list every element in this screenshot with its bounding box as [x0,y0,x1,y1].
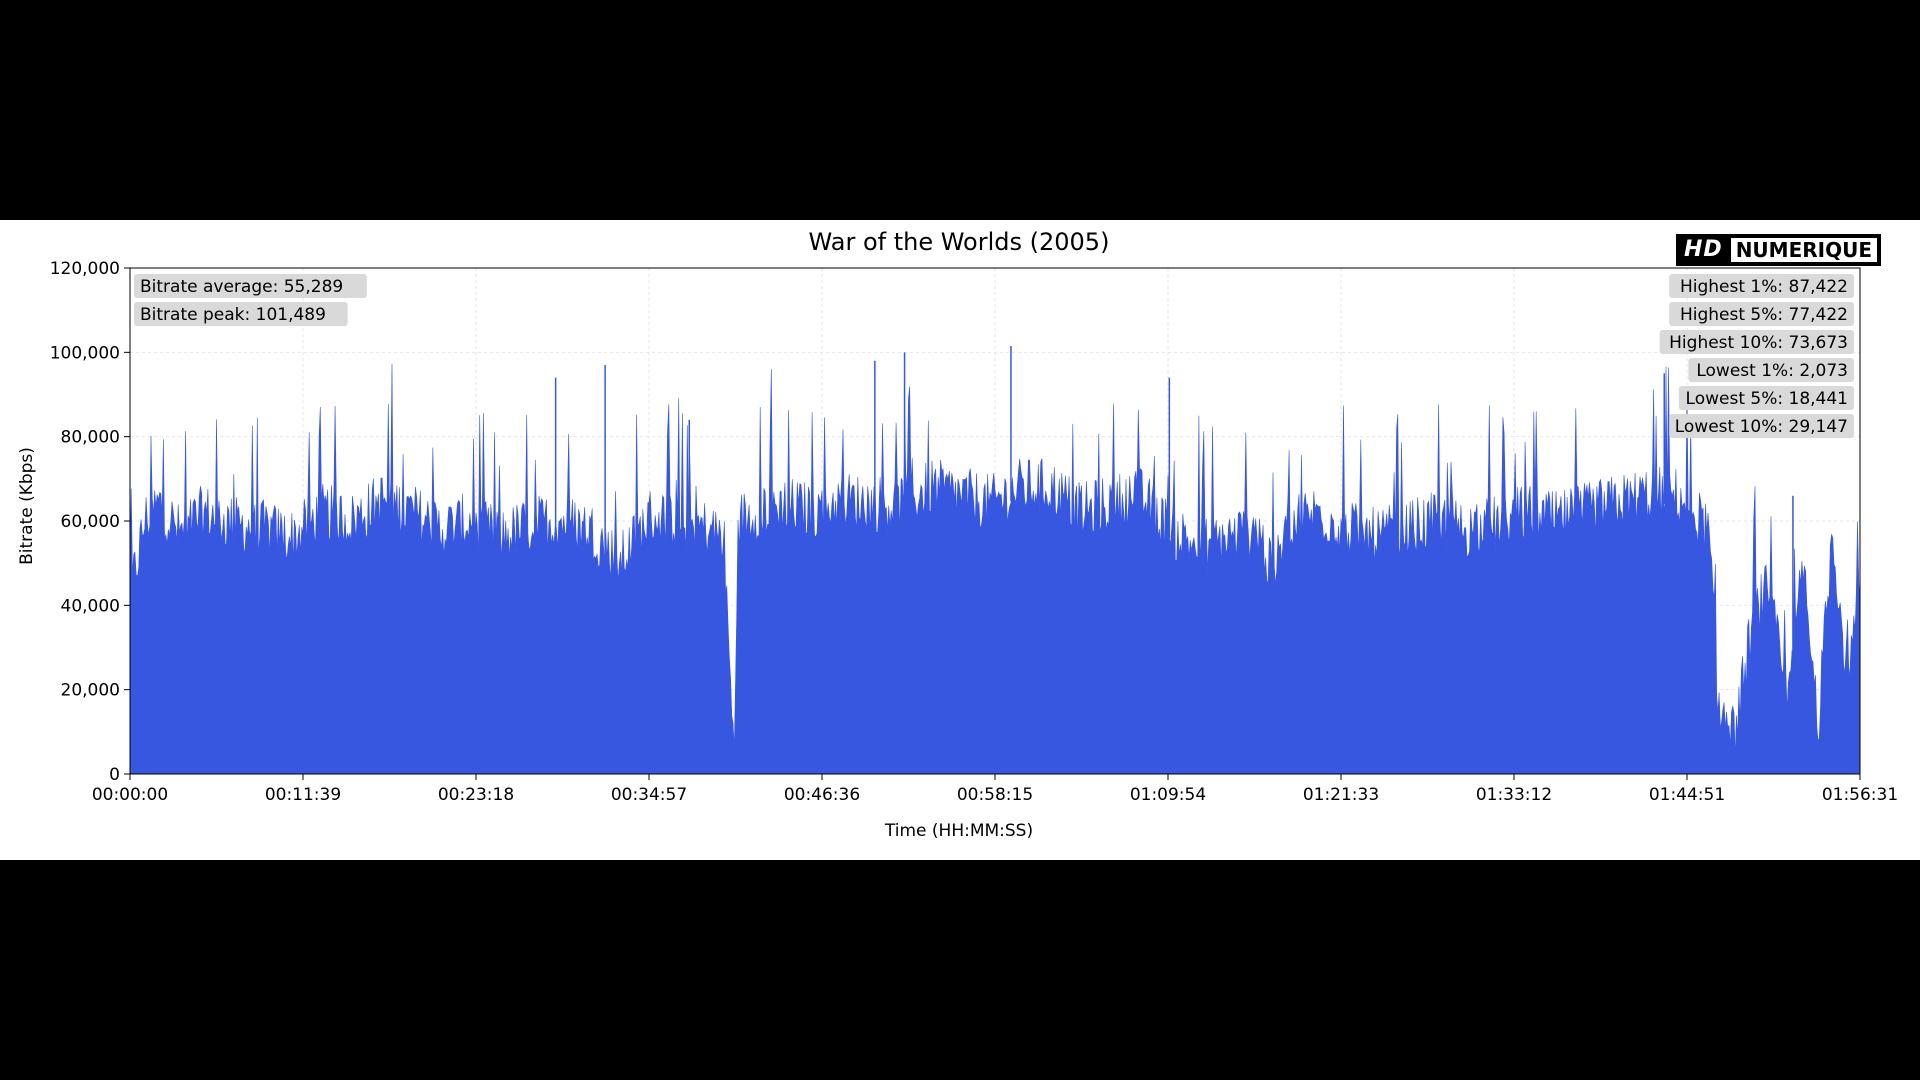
hd-numerique-logo: HD NUMERIQUE [1676,234,1881,266]
stat-label: Lowest 10%: 29,147 [1675,417,1848,437]
x-tick-label: 00:46:36 [784,785,860,805]
stat-label: Highest 5%: 77,422 [1680,305,1848,325]
y-tick-label: 20,000 [61,681,120,701]
stat-box [134,302,348,326]
stat-label: Highest 1%: 87,422 [1680,277,1848,297]
y-tick-label: 40,000 [61,596,120,616]
logo-hd: HD [1678,236,1729,264]
stats-left: Bitrate average: 55,289 Bitrate peak: 101… [134,274,367,326]
stat-box [1669,302,1854,326]
stat-box [1688,358,1854,382]
bitrate-chart: War of the Worlds (2005) 0 20,000 40,000 60… [17,228,1898,841]
logo-name: NUMERIQUE [1730,238,1877,262]
stat-box [1678,386,1854,410]
x-tick-label: 00:34:57 [611,785,687,805]
stats-right: Highest 1%: 87,422 Highest 5%: 77,422 High… [1659,274,1854,438]
bitrate-area [129,363,1861,775]
x-tick-label: 00:23:18 [438,785,514,805]
x-tick-label: 01:44:51 [1649,785,1725,805]
x-tick-label: 01:33:12 [1476,785,1552,805]
x-tick-label: 01:09:54 [1130,785,1206,805]
chart-panel: War of the Worlds (2005) 0 20,000 40,000 60… [0,220,1920,860]
x-tick-label: 01:56:31 [1822,785,1898,805]
stat-label: Lowest 5%: 18,441 [1686,389,1848,409]
x-tick-label: 00:11:39 [265,785,341,805]
stat-box [1669,414,1854,438]
y-tick-label: 120,000 [50,259,120,279]
y-tick-label: 60,000 [61,512,120,532]
x-axis-ticks: 00:00:00 00:11:39 00:23:18 00:34:57 00:46:36… [92,774,1898,805]
stat-label: Bitrate average: 55,289 [140,277,343,297]
y-tick-label: 80,000 [61,428,120,448]
stat-label: Lowest 1%: 2,073 [1696,361,1848,381]
x-axis-label: Time (HH:MM:SS) [884,821,1033,841]
stat-box [1669,274,1854,298]
y-axis-label: Bitrate (Kbps) [17,447,37,565]
x-tick-label: 01:21:33 [1303,785,1379,805]
chart-title: War of the Worlds (2005) [809,228,1110,256]
stat-label: Highest 10%: 73,673 [1669,333,1848,353]
stat-box [134,274,367,298]
y-tick-label: 100,000 [50,343,120,363]
y-axis-ticks: 0 20,000 40,000 60,000 80,000 100,000 120,000 [50,259,130,785]
bitrate-spikes [554,346,1794,668]
stat-box [1659,330,1854,354]
stat-label: Bitrate peak: 101,489 [140,305,326,325]
x-tick-label: 00:58:15 [957,785,1033,805]
y-tick-label: 0 [109,765,120,785]
x-tick-label: 00:00:00 [92,785,168,805]
